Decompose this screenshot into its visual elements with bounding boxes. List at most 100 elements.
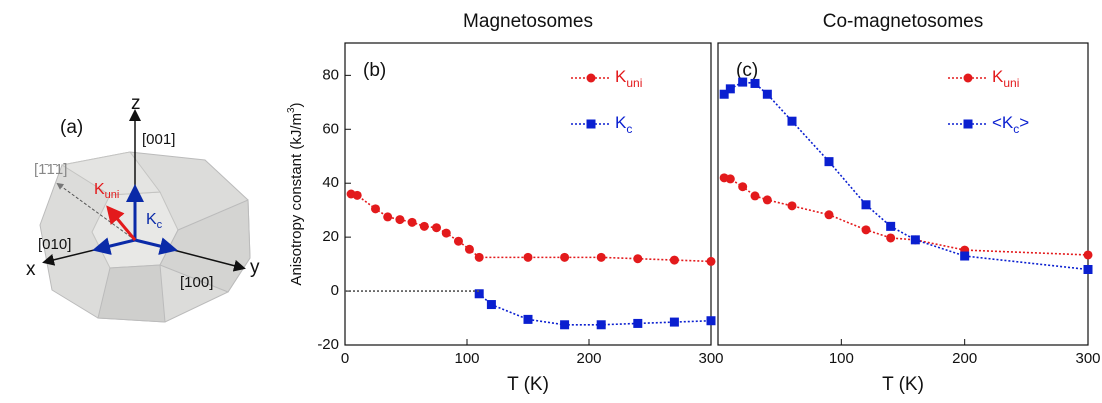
data-point (824, 210, 834, 220)
data-point (762, 89, 772, 99)
kc-text: K (146, 211, 157, 228)
series-line (350, 193, 712, 263)
legend-suffix: > (1019, 113, 1029, 132)
legend-label: Kuni (615, 67, 642, 90)
legend-entry: Kuni (571, 67, 642, 90)
data-point (371, 204, 380, 214)
data-point (395, 215, 405, 225)
data-point (419, 221, 429, 231)
legend-entry: <Kc> (948, 113, 1029, 136)
y-tick-label: 0 (331, 282, 339, 299)
legend-sub: uni (626, 76, 642, 90)
kc-arrow (134, 237, 178, 255)
x-axis-label: T (K) (507, 374, 549, 395)
dir-111-line (56, 182, 136, 241)
data-point (669, 317, 679, 327)
x-tick-label: 0 (341, 350, 349, 367)
data-point (523, 252, 533, 262)
kuni-sub: uni (105, 189, 120, 201)
data-point (725, 174, 735, 184)
legend-marker (963, 119, 973, 129)
series-line (478, 293, 712, 326)
x-tick-label: 100 (454, 350, 479, 367)
chart-title: Magnetosomes (463, 11, 593, 32)
panel-label: (c) (736, 60, 758, 81)
data-point (432, 223, 441, 233)
data-point (886, 221, 896, 231)
series-line (724, 177, 1089, 256)
data-point (441, 228, 451, 238)
x-tick-label: 100 (829, 350, 854, 367)
legend-marker (963, 73, 973, 83)
kc-arrow (92, 237, 136, 255)
data-point (1083, 250, 1093, 260)
crystal-face (159, 199, 251, 293)
legend-label: <Kc> (992, 113, 1029, 136)
kuni-text: K (94, 181, 105, 198)
legend-text: K (992, 67, 1004, 86)
direction-label: [001] (142, 131, 175, 148)
axis-label: x (26, 259, 36, 280)
data-point (560, 252, 570, 262)
data-point (750, 78, 760, 88)
data-point (886, 233, 896, 243)
x-tick-label: 300 (698, 350, 723, 367)
legend-label: Kc (615, 113, 632, 136)
data-point (787, 116, 797, 126)
y-tick-label: 80 (322, 66, 339, 83)
series-line (723, 81, 1089, 271)
data-point (824, 157, 834, 167)
kc-sub: c (157, 219, 163, 231)
data-point (596, 320, 606, 330)
data-point (706, 316, 716, 326)
y-tick-label: 20 (322, 228, 339, 245)
data-point (464, 244, 474, 254)
data-point (523, 314, 533, 324)
axis-label: z (131, 93, 141, 114)
data-point (669, 255, 679, 265)
legend-text: K (615, 67, 627, 86)
legend-entry: Kuni (948, 67, 1019, 90)
data-point (486, 300, 496, 310)
kuni-label: Kuni (94, 181, 119, 201)
data-point (383, 212, 393, 222)
data-point (633, 318, 643, 328)
plot-frame (344, 42, 712, 346)
y-tick-label: 40 (322, 174, 339, 191)
x-tick-label: 200 (952, 350, 977, 367)
direction-label: [1̄1̄1] (34, 161, 67, 178)
data-point (960, 251, 970, 261)
y-label-text: Anisotropy constant (kJ/m (288, 113, 305, 286)
y-tick-label: 60 (322, 120, 339, 137)
data-point (706, 256, 716, 266)
x-axis-label: T (K) (882, 374, 924, 395)
plot-frame (717, 42, 1089, 346)
legend-sub: uni (1003, 76, 1019, 90)
data-point (474, 252, 484, 262)
data-point (910, 235, 920, 245)
data-point (596, 252, 606, 262)
data-point (352, 190, 362, 200)
direction-label: [010] (38, 236, 71, 253)
data-point (762, 195, 772, 205)
data-point (750, 191, 760, 201)
y-tick-label: -20 (317, 336, 339, 353)
kc-label: Kc (146, 211, 163, 231)
data-point (1083, 265, 1093, 274)
data-point (861, 200, 871, 210)
y-label-sup: 3 (286, 107, 297, 113)
legend-text: <K (992, 113, 1014, 132)
data-point (633, 254, 643, 264)
data-point (738, 77, 748, 87)
direction-label: [100] (180, 274, 213, 291)
data-point (738, 182, 748, 192)
legend-sub: c (626, 122, 632, 136)
crystal-diagram: (a) z x y [001] [010] [100] [1̄1̄1] Kuni… (26, 93, 260, 323)
x-tick-label: 200 (576, 350, 601, 367)
x-tick-label: 300 (1075, 350, 1100, 367)
legend-marker (586, 73, 596, 83)
legend-entry: Kc (571, 113, 632, 136)
data-point (453, 236, 463, 246)
legend-label: Kuni (992, 67, 1019, 90)
